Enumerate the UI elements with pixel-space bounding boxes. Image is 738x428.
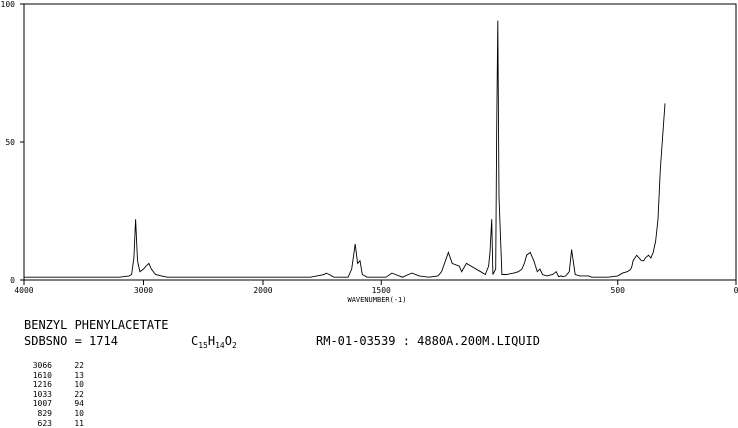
x-tick-label: 4000: [14, 286, 33, 295]
peak-intensity: 94: [74, 399, 84, 409]
peak-wavenumber: 1007: [32, 399, 52, 409]
peak-intensity: 10: [74, 408, 84, 418]
formula-subscript: 2: [231, 341, 237, 350]
y-tick-label: 100: [1, 0, 16, 9]
measurement-info: RM-01-03539 : 4880A.200M.LIQUID: [316, 334, 540, 348]
peak-row: 1216 10: [24, 380, 84, 390]
formula-element: H: [207, 334, 216, 348]
compound-name: BENZYL PHENYLACETATE: [24, 318, 169, 332]
peak-wavenumber: 3066: [32, 361, 52, 370]
peak-row: 3066 22: [24, 361, 84, 371]
peak-row: 1007 94: [24, 399, 84, 409]
peak-wavenumber: 623: [37, 418, 52, 428]
x-tick-label: 500: [611, 286, 626, 295]
peak-row: 623 11: [24, 419, 84, 428]
formula-element: C: [191, 334, 199, 348]
x-tick-label: 2000: [253, 286, 272, 295]
peak-intensity: 10: [74, 380, 84, 390]
x-tick-label: 3000: [134, 286, 153, 295]
x-tick-label: 1500: [372, 286, 391, 295]
formula-subscript: 15: [198, 341, 208, 350]
peak-intensity: 13: [74, 370, 84, 380]
y-tick-label: 0: [10, 276, 15, 285]
x-tick-label: 0: [734, 286, 738, 295]
peak-intensity: 22: [74, 389, 84, 399]
axis-ticks: [20, 3, 737, 285]
peak-row: 1033 22: [24, 390, 84, 400]
formula-subscript: 14: [215, 341, 225, 350]
peak-wavenumber: 1610: [32, 370, 52, 380]
peak-wavenumber: 1033: [32, 389, 52, 399]
peak-wavenumber: 1216: [32, 380, 52, 390]
x-axis-label: WAVENUMBER(-1): [347, 296, 406, 304]
peak-row: 829 10: [24, 409, 84, 419]
sdbs-number: SDBSNO = 1714: [24, 334, 118, 348]
peak-row: 1610 13: [24, 371, 84, 381]
peak-table: 3066 22 1610 13 1216 10 1033 22 1007 94 829 10 623 11: [24, 361, 84, 428]
ir-spectrum-chart: 4000 3000 2000 1500 500 0 0 50 100 WAVENUMBER(-1…: [1, 0, 738, 304]
formula-element: O: [224, 334, 232, 348]
molecular-formula: C15H14O2: [191, 334, 237, 353]
tick-labels: 4000 3000 2000 1500 500 0 0 50 100: [1, 0, 738, 295]
peak-intensity: 22: [74, 361, 84, 370]
plot-frame: [23, 3, 737, 281]
spectrum-line: [24, 20, 666, 278]
peak-intensity: 11: [74, 418, 84, 428]
peak-wavenumber: 829: [37, 408, 52, 418]
y-tick-label: 50: [5, 138, 15, 147]
